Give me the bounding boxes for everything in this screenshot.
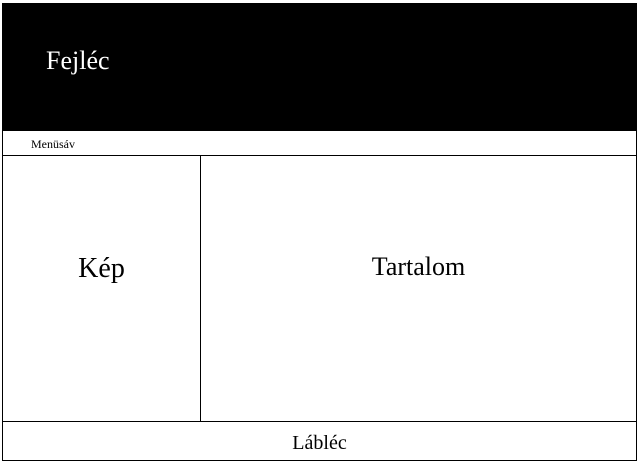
menubar-block: Menüsáv xyxy=(2,130,637,156)
menubar-label: Menüsáv xyxy=(31,137,75,151)
footer-block: Lábléc xyxy=(2,421,637,461)
content-label: Tartalom xyxy=(371,252,466,281)
image-label: Kép xyxy=(78,253,125,284)
image-block: Kép xyxy=(2,155,202,422)
content-block: Tartalom xyxy=(201,155,637,422)
header-block: Fejléc xyxy=(2,3,637,130)
page-layout-diagram: Fejléc Menüsáv Kép Tartalom Lábléc xyxy=(2,3,637,461)
header-title: Fejléc xyxy=(46,46,110,75)
footer-label: Lábléc xyxy=(292,432,347,454)
